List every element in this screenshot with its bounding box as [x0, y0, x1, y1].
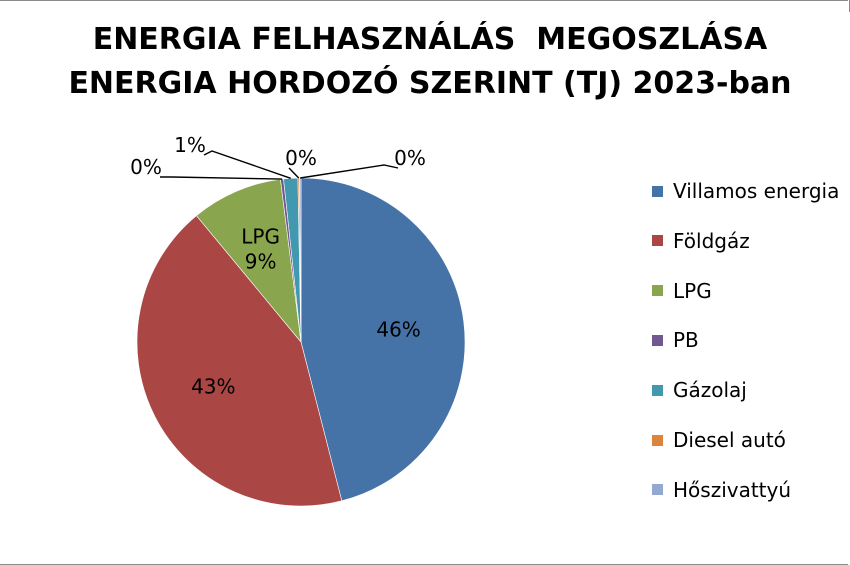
legend-swatch — [652, 235, 663, 247]
legend-label: Gázolaj — [673, 378, 747, 403]
chart-title-line-2: ENERGIA HORDOZÓ SZERINT (TJ) 2023-ban — [68, 66, 792, 101]
chart-title: ENERGIA FELHASZNÁLÁS MEGOSZLÁSA ENERGIA … — [20, 18, 840, 106]
pie-slice-villamos-energia — [300, 177, 466, 502]
legend-swatch — [652, 185, 663, 197]
data-label-diesel-auto: 0% — [285, 146, 317, 170]
data-label-lpg: LPG 9% — [241, 225, 280, 274]
legend-label: Villamos energia — [673, 179, 840, 203]
legend-item-gazolaj: Gázolaj — [652, 377, 747, 403]
legend-label: PB — [673, 328, 699, 353]
leader-line-hoszivattyu — [300, 164, 399, 179]
data-label-gazolaj: 1% — [174, 133, 206, 157]
leader-line-pb — [160, 176, 283, 180]
legend-swatch — [652, 334, 663, 346]
data-label-villamos-energia: 46% — [376, 318, 420, 342]
legend-swatch — [652, 434, 663, 446]
legend-item-villamos-energia: Villamos energia — [652, 178, 839, 204]
legend-item-diesel-auto: Diesel autó — [652, 427, 786, 453]
data-label-foldgaz: 43% — [191, 375, 235, 399]
legend-label: LPG — [673, 278, 712, 303]
legend-swatch — [652, 285, 663, 297]
data-label-hoszivattyu: 0% — [394, 146, 426, 170]
legend-label: Diesel autó — [673, 428, 786, 452]
data-label-pb: 0% — [130, 155, 162, 179]
chart-title-line-1: ENERGIA FELHASZNÁLÁS MEGOSZLÁSA — [92, 22, 768, 57]
legend-item-hoszivattyu: Hőszivattyú — [652, 477, 791, 503]
leader-line-gazolaj — [203, 150, 291, 179]
pie-slice-foldgaz — [136, 215, 343, 507]
legend-item-lpg: LPG — [652, 278, 712, 304]
legend-label: Földgáz — [673, 228, 750, 253]
legend-swatch — [652, 384, 663, 396]
legend-swatch — [652, 484, 663, 496]
legend-label: Hőszivattyú — [673, 477, 792, 502]
legend-item-foldgaz: Földgáz — [652, 228, 750, 254]
leader-line-diesel-auto — [288, 167, 300, 179]
legend-item-pb: PB — [652, 327, 699, 353]
